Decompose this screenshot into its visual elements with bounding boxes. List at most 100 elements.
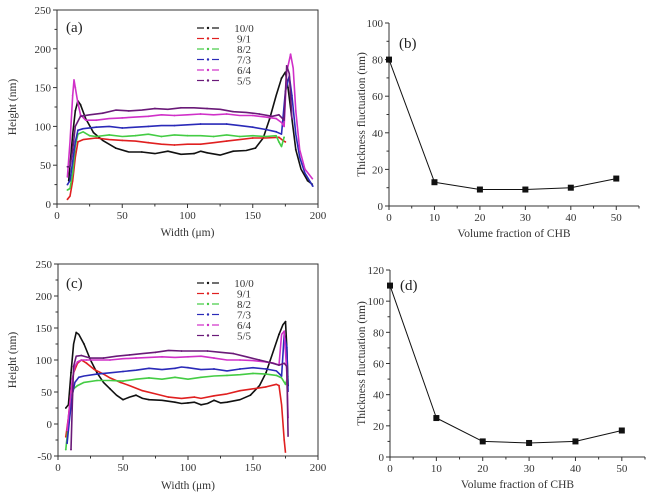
- data-point-dot: [121, 127, 124, 129]
- legend-swatch-marker: [206, 292, 210, 295]
- legend-swatch-marker: [206, 26, 210, 30]
- legend-swatch-marker: [206, 79, 210, 82]
- data-point-dot: [213, 357, 215, 359]
- data-point-dot: [101, 112, 104, 115]
- chart-panel-d: 0 10 20 30 40 50 0 20 40 60 80 100 120 Volume fractio…: [356, 265, 646, 491]
- x-axis-title: Volume fraction of CHB: [457, 228, 571, 240]
- y-tick-label: 80: [372, 55, 384, 67]
- series-line-thickness-fluctuation: [388, 59, 617, 190]
- y-tick-label: 20: [372, 164, 384, 176]
- data-point-marker: [526, 439, 533, 446]
- x-axis-title: Volume fraction of CHB: [461, 479, 575, 491]
- data-point-dot: [180, 106, 182, 109]
- data-point-dot: [66, 175, 69, 178]
- y-axis-title: Height (nm): [7, 332, 19, 389]
- data-point-dot: [119, 381, 122, 384]
- y-axis-title: Thickness fluctuation (nm): [356, 301, 368, 426]
- data-point-dot: [160, 135, 163, 138]
- x-tick-label: 100: [180, 462, 197, 474]
- y-tick-label: -50: [37, 451, 52, 463]
- legend-label: 8/2: [237, 44, 251, 56]
- x-tick-label: 200: [310, 210, 327, 222]
- data-point-dot: [193, 152, 195, 155]
- data-point-dot: [64, 448, 67, 451]
- y-tick-label: 100: [367, 18, 384, 30]
- legend-swatch-marker: [206, 302, 210, 306]
- x-tick-label: 40: [565, 212, 577, 224]
- data-point-dot: [72, 365, 75, 368]
- x-axis-title: Width (μm): [161, 480, 215, 492]
- data-point-dot: [254, 147, 257, 150]
- data-point-dot: [187, 401, 189, 404]
- x-tick-label: 20: [477, 463, 489, 475]
- data-point-dot: [153, 107, 156, 110]
- data-point-dot: [76, 141, 79, 143]
- y-tick-label: 100: [368, 296, 385, 308]
- data-point-dot: [167, 150, 169, 153]
- y-tick-label: 80: [373, 327, 385, 339]
- data-point-dot: [167, 396, 170, 399]
- data-point-dot: [206, 107, 208, 110]
- data-point-dot: [280, 77, 283, 80]
- legend: 10/09/18/27/36/45/5: [197, 23, 254, 88]
- data-point-dot: [148, 367, 150, 370]
- data-point-dot: [154, 351, 157, 354]
- data-point-dot: [76, 384, 79, 387]
- data-point-dot: [174, 401, 176, 404]
- data-point-dot: [278, 333, 280, 336]
- legend-swatch-marker: [206, 323, 210, 327]
- x-tick-label: 50: [117, 210, 129, 222]
- data-point-dot: [291, 94, 293, 97]
- data-point-dot: [71, 94, 74, 97]
- y-tick-label: 200: [35, 44, 52, 56]
- x-tick-label: 0: [55, 462, 61, 474]
- legend-label: 9/1: [237, 289, 251, 301]
- data-point-dot: [147, 115, 150, 118]
- data-point-dot: [83, 343, 85, 345]
- legend-label: 6/4: [237, 320, 252, 332]
- legend-label: 8/2: [237, 299, 251, 311]
- data-point-dot: [70, 448, 72, 451]
- data-point-dot: [251, 114, 254, 117]
- y-tick-label: 50: [41, 387, 53, 399]
- data-point-dot: [289, 53, 292, 56]
- y-axis-title: Height (nm): [7, 79, 19, 136]
- data-point-dot: [161, 355, 163, 358]
- y-tick-label: 200: [36, 291, 53, 303]
- data-point-dot: [265, 368, 267, 370]
- data-point-dot: [127, 109, 130, 112]
- data-point-dot: [108, 134, 111, 136]
- y-tick-label: 0: [378, 201, 384, 213]
- data-point-dot: [278, 364, 280, 367]
- data-point-dot: [277, 141, 280, 143]
- data-point-dot: [275, 130, 278, 133]
- data-point-dot: [71, 160, 74, 163]
- data-point-dot: [77, 376, 80, 379]
- x-tick-label: 50: [118, 462, 130, 474]
- data-point-dot: [284, 383, 287, 386]
- data-point-dot: [200, 376, 202, 379]
- data-point-dot: [232, 150, 235, 153]
- data-point-dot: [135, 394, 137, 397]
- y-tick-label: 100: [35, 121, 52, 133]
- data-point-dot: [239, 389, 241, 392]
- data-point-dot: [66, 165, 69, 168]
- y-tick-label: 150: [35, 83, 52, 95]
- legend-swatch-marker: [206, 68, 210, 72]
- legend-swatch-marker: [206, 58, 210, 61]
- data-point-dot: [80, 354, 83, 357]
- data-point-marker: [567, 184, 574, 191]
- data-point-dot: [121, 139, 124, 142]
- x-tick-label: 10: [429, 212, 441, 224]
- x-tick-label: 30: [520, 212, 532, 224]
- data-point-dot: [232, 352, 235, 355]
- data-point-dot: [265, 385, 267, 388]
- series-line-thickness-fluctuation: [389, 285, 622, 444]
- data-point-dot: [199, 143, 202, 146]
- data-point-dot: [66, 189, 69, 191]
- data-point-dot: [283, 125, 285, 128]
- legend-label: 5/5: [237, 331, 252, 343]
- data-point-dot: [251, 137, 254, 139]
- data-point-dot: [96, 379, 98, 382]
- data-point-dot: [71, 172, 74, 174]
